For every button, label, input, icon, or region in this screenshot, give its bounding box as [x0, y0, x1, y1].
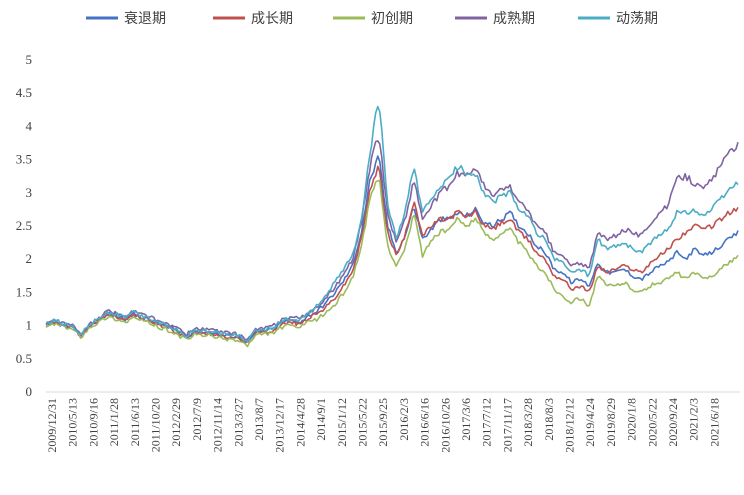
legend-label: 成熟期 — [493, 11, 535, 27]
x-tick-label: 2011/10/20 — [149, 398, 163, 452]
x-tick-label: 2013/3/27 — [231, 398, 245, 447]
x-tick-label: 2021/2/3 — [687, 398, 701, 441]
y-tick-label: 4.5 — [16, 85, 32, 100]
legend-label: 动荡期 — [616, 11, 658, 27]
x-tick-label: 2012/7/9 — [190, 398, 204, 441]
x-tick-label: 2019/4/24 — [583, 398, 597, 447]
series-line — [45, 105, 739, 343]
x-tick-label: 2019/8/29 — [604, 398, 618, 447]
x-tick-label: 2017/3/6 — [459, 398, 473, 441]
x-tick-label: 2020/9/24 — [666, 398, 680, 447]
x-tick-label: 2018/3/28 — [521, 398, 535, 447]
x-tick-label: 2012/11/14 — [211, 398, 225, 452]
legend-label: 初创期 — [371, 10, 413, 27]
x-tick-label: 2009/12/31 — [45, 398, 59, 453]
y-tick-label: 4 — [26, 118, 33, 133]
x-tick-label: 2013/8/7 — [252, 398, 266, 441]
x-tick-label: 2014/9/1 — [314, 398, 328, 441]
x-axis: 2009/12/31 2010/5/13 2010/9/16 2011/1/28 201… — [45, 391, 740, 453]
x-tick-label: 2015/5/22 — [356, 398, 370, 447]
series-line — [45, 179, 739, 348]
y-tick-label: 5 — [26, 52, 33, 67]
x-tick-label: 2017/11/17 — [500, 398, 514, 452]
plot-area — [45, 105, 739, 348]
x-tick-label: 2016/2/3 — [397, 398, 411, 441]
x-tick-label: 2013/12/17 — [273, 398, 287, 453]
y-tick-label: 3.5 — [16, 152, 32, 167]
y-tick-label: 0.5 — [16, 351, 32, 366]
x-tick-label: 2020/1/8 — [625, 398, 639, 441]
x-tick-label: 2016/10/26 — [438, 398, 452, 453]
legend-label: 成长期 — [251, 11, 293, 27]
x-tick-label: 2021/6/18 — [707, 398, 721, 447]
x-tick-label: 2016/6/16 — [418, 398, 432, 447]
series-line — [45, 165, 739, 344]
chart-legend: 衰退期 成长期 初创期 成熟期 动荡期 — [86, 10, 658, 27]
x-tick-label: 2010/9/16 — [86, 398, 100, 447]
legend-label: 衰退期 — [124, 10, 166, 27]
y-tick-label: 2.5 — [16, 218, 32, 233]
x-tick-label: 2018/8/3 — [542, 398, 556, 441]
x-tick-label: 2020/5/22 — [645, 398, 659, 447]
y-tick-label: 2 — [26, 251, 33, 266]
x-tick-label: 2017/7/12 — [480, 398, 494, 447]
x-tick-label: 2011/6/13 — [128, 398, 142, 446]
x-tick-label: 2018/12/12 — [563, 398, 577, 453]
y-tick-label: 3 — [26, 185, 33, 200]
x-tick-label: 2010/5/13 — [66, 398, 80, 447]
x-tick-label: 2012/2/29 — [169, 398, 183, 447]
y-axis: 0 0.5 1 1.5 2 2.5 3 3.5 4 4.5 5 — [16, 52, 33, 399]
y-tick-label: 1 — [26, 318, 33, 333]
y-tick-label: 0 — [26, 384, 33, 399]
x-tick-label: 2011/1/28 — [107, 398, 121, 446]
x-tick-label: 2015/1/12 — [335, 398, 349, 447]
y-tick-label: 1.5 — [16, 284, 32, 299]
x-tick-label: 2015/9/25 — [376, 398, 390, 447]
x-tick-label: 2014/4/28 — [293, 398, 307, 447]
